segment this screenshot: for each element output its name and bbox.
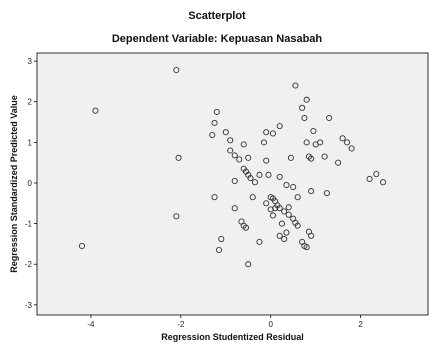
scatter-point <box>227 137 234 144</box>
scatter-point <box>323 190 330 197</box>
scatter-point <box>263 129 270 136</box>
scatter-point <box>240 222 247 229</box>
scatter-point <box>308 155 315 162</box>
data-points <box>78 67 387 268</box>
scatter-point <box>236 156 243 163</box>
scatter-point <box>294 222 301 229</box>
scatter-point <box>249 194 256 201</box>
scatter-point <box>380 179 387 186</box>
scatter-point <box>276 232 283 239</box>
x-tick-label: -2 <box>177 320 185 329</box>
scatter-point <box>213 108 220 115</box>
scatter-point <box>278 220 285 227</box>
scatter-point <box>272 205 279 212</box>
scatter-point <box>335 159 342 166</box>
scatter-point <box>281 235 288 243</box>
x-tick-label: 2 <box>358 320 363 329</box>
scatter-point <box>173 213 180 220</box>
scatter-point <box>276 123 283 130</box>
scatter-point <box>305 228 312 235</box>
scatter-point <box>339 135 346 142</box>
scatter-point <box>218 235 225 243</box>
scatter-point <box>287 154 294 161</box>
x-axis: -4 -2 0 2 <box>87 315 363 329</box>
scatter-point <box>92 107 99 114</box>
y-tick-label: -1 <box>25 220 33 229</box>
scatter-point <box>247 175 254 182</box>
scatter-point <box>267 206 274 213</box>
scatter-point <box>175 154 182 161</box>
scatter-point <box>283 229 290 236</box>
scatter-point <box>303 244 310 251</box>
x-axis-label: Regression Studentized Residual <box>161 332 304 342</box>
scatter-point <box>231 152 238 159</box>
scatter-point <box>78 242 85 249</box>
y-tick-label: -2 <box>25 260 33 269</box>
scatter-point <box>231 205 238 212</box>
scatter-point <box>211 194 218 201</box>
y-tick-label: -3 <box>25 301 33 310</box>
scatter-point <box>366 175 373 182</box>
scatter-point <box>260 139 268 146</box>
scatter-point <box>173 67 180 74</box>
scatter-point <box>344 139 351 146</box>
scatter-point <box>285 211 292 218</box>
scatter-point <box>292 82 299 89</box>
chart-subtitle: Dependent Variable: Kepuasan Nasabah <box>111 33 323 45</box>
scatter-point <box>321 153 328 160</box>
scatter-point <box>263 157 270 164</box>
scatter-point <box>245 261 252 268</box>
scatter-point <box>231 177 238 185</box>
scatter-point <box>294 194 301 201</box>
scatter-point <box>281 208 288 215</box>
scatter-point <box>301 114 308 122</box>
scatter-point <box>240 141 247 148</box>
scatter-point <box>265 171 272 178</box>
scatter-point <box>263 200 270 207</box>
scatter-point <box>299 104 306 111</box>
scatter-point <box>227 147 234 154</box>
scatter-point <box>373 170 380 178</box>
scatter-point <box>290 183 297 191</box>
scatter-point <box>269 130 276 137</box>
chart-title: Scatterplot <box>188 10 246 22</box>
scatter-point <box>245 154 252 161</box>
y-tick-label: 2 <box>28 98 33 107</box>
y-tick-label: 3 <box>28 57 33 66</box>
y-tick-label: 0 <box>28 179 33 188</box>
scatter-point <box>256 171 263 178</box>
scatter-point <box>276 173 283 180</box>
scatter-point <box>269 212 276 219</box>
scatter-point <box>317 139 324 146</box>
scatter-point <box>215 246 223 254</box>
scatter-point <box>285 204 292 211</box>
scatter-point <box>310 127 317 135</box>
x-tick-label: 0 <box>268 320 273 329</box>
scatter-point <box>303 139 310 146</box>
scatter-point <box>348 145 355 152</box>
scatter-point <box>211 119 218 126</box>
scatter-point <box>283 181 290 189</box>
scatter-point <box>251 179 259 186</box>
y-tick-label: 1 <box>28 138 33 147</box>
scatter-point <box>303 96 310 103</box>
x-tick-label: -4 <box>87 320 95 329</box>
scatter-point <box>308 188 315 195</box>
y-axis-label: Regression Standardized Predicted Value <box>9 95 19 273</box>
y-axis: -3 -2 -1 0 1 2 3 <box>25 57 37 310</box>
scatter-point <box>222 129 229 136</box>
scatter-point <box>209 132 216 139</box>
scatter-point <box>276 205 283 212</box>
scatter-point <box>256 238 263 245</box>
scatter-point <box>326 114 333 122</box>
plot-area <box>36 52 429 316</box>
